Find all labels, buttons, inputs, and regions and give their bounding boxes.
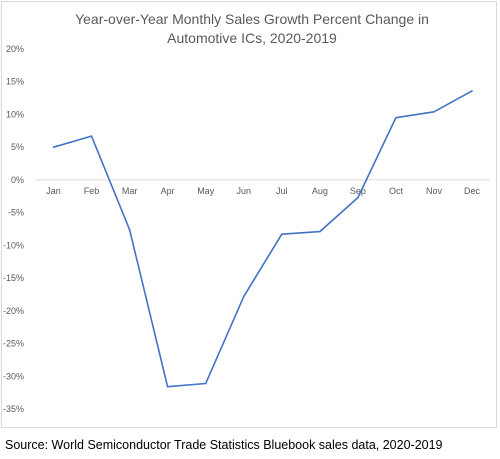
x-tick-label: Jan (46, 186, 61, 196)
data-point (204, 382, 207, 385)
x-tick-label: Jun (236, 186, 251, 196)
data-point (395, 116, 397, 119)
x-tick-label: Mar (122, 186, 138, 196)
source-note: Source: World Semiconductor Trade Statis… (5, 438, 443, 452)
x-tick-label: Jul (276, 186, 288, 196)
chart-title: Year-over-Year Monthly Sales Growth Perc… (75, 11, 429, 46)
y-tick-label: 5% (11, 142, 24, 152)
x-tick-label: Oct (389, 186, 404, 196)
data-point (357, 196, 359, 199)
data-point (471, 90, 473, 92)
x-tick-label: Dec (464, 186, 481, 196)
x-tick-label: Aug (312, 186, 328, 196)
y-tick-label: -30% (3, 371, 24, 381)
data-point (433, 111, 435, 113)
y-tick-label: 10% (6, 109, 24, 119)
y-tick-label: 0% (11, 175, 24, 185)
x-tick-label: Nov (426, 186, 443, 196)
data-point (281, 233, 283, 236)
data-point (90, 135, 93, 137)
y-tick-label: -35% (3, 404, 24, 414)
data-point (242, 295, 245, 298)
series-line (53, 90, 473, 388)
data-point (166, 385, 169, 388)
chart-frame: Year-over-Year Monthly Sales Growth Perc… (1, 1, 497, 428)
chart-plot-area: 20% 15% 10% 5% 0% -5% -10% -15% -20% -25% -30% -35%… (3, 44, 490, 414)
data-point (319, 230, 321, 233)
x-tick-label: Feb (84, 186, 100, 196)
data-point (52, 146, 55, 148)
y-tick-label: -10% (3, 240, 24, 250)
y-tick-label: 20% (6, 44, 24, 54)
y-tick-label: -20% (3, 306, 24, 316)
y-tick-label: -5% (8, 208, 24, 218)
y-tick-label: -25% (3, 339, 24, 349)
x-tick-label: Sep (350, 186, 366, 196)
data-point (128, 228, 131, 231)
y-tick-label: 15% (6, 77, 24, 87)
x-tick-label: Apr (161, 186, 175, 196)
y-tick-label: -15% (3, 273, 24, 283)
x-tick-label: May (197, 186, 215, 196)
